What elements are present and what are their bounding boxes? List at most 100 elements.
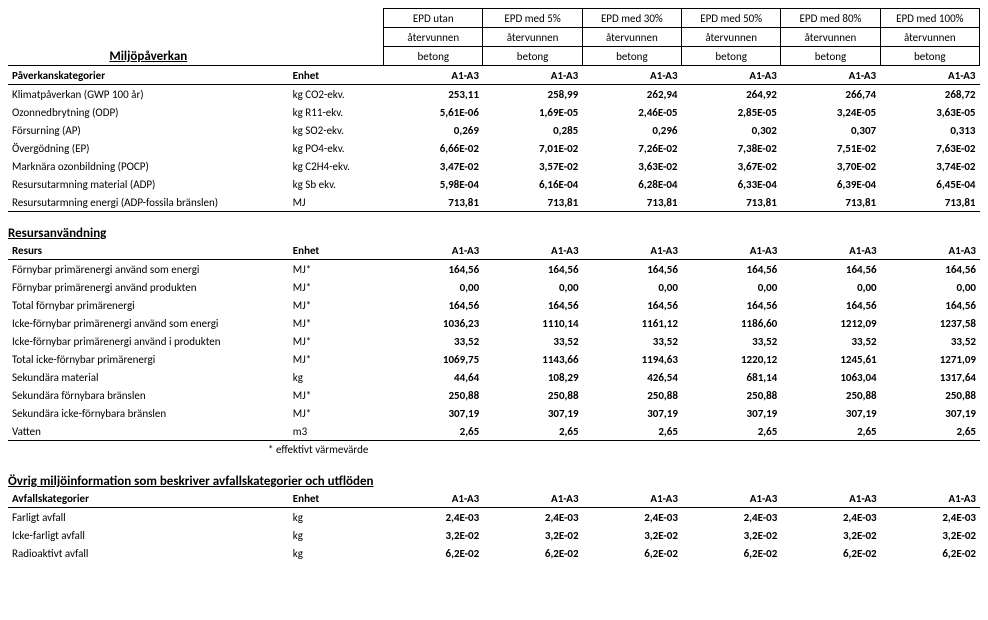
category-header: Resurs xyxy=(8,241,289,260)
row-value: 713,81 xyxy=(384,193,483,212)
table-row: Icke-förnybar primärenergi använd i prod… xyxy=(8,332,980,350)
stage-header: A1-A3 xyxy=(384,66,483,85)
row-value: 268,72 xyxy=(880,85,979,104)
row-value: 307,19 xyxy=(781,404,880,422)
section2-note: * effektivt värmevärde xyxy=(8,443,980,456)
section1-title: Miljöpåverkan xyxy=(8,47,289,66)
row-value: 33,52 xyxy=(384,332,483,350)
category-header: Avfallskategorier xyxy=(8,489,289,508)
stage-header: A1-A3 xyxy=(583,241,682,260)
row-unit: kg C2H4-ekv. xyxy=(289,157,384,175)
column-header: återvunnen xyxy=(384,28,483,47)
row-value: 713,81 xyxy=(880,193,979,212)
row-value: 2,4E-03 xyxy=(583,508,682,527)
stage-header: A1-A3 xyxy=(682,241,781,260)
row-value: 2,4E-03 xyxy=(881,508,980,527)
row-unit: kg R11-ekv. xyxy=(289,103,384,121)
row-value: 2,85E-05 xyxy=(682,103,781,121)
stage-header: A1-A3 xyxy=(781,241,880,260)
stage-header: A1-A3 xyxy=(881,241,980,260)
row-value: 6,28E-04 xyxy=(582,175,681,193)
row-value: 3,67E-02 xyxy=(682,157,781,175)
row-value: 307,19 xyxy=(583,404,682,422)
table-row: Total förnybar primärenergiMJ*164,56164,… xyxy=(8,296,980,314)
row-unit: MJ* xyxy=(289,314,384,332)
row-value: 2,4E-03 xyxy=(384,508,483,527)
column-header: återvunnen xyxy=(781,28,880,47)
stage-header: A1-A3 xyxy=(483,66,582,85)
row-unit: kg xyxy=(289,368,384,386)
row-value: 6,33E-04 xyxy=(682,175,781,193)
table-row: Förnybar primärenergi använd produktenMJ… xyxy=(8,278,980,296)
waste-table: AvfallskategorierEnhetA1-A3A1-A3A1-A3A1-… xyxy=(8,489,980,562)
row-value: 164,56 xyxy=(682,260,781,279)
stage-header: A1-A3 xyxy=(582,66,681,85)
row-label: Resursutarmning energi (ADP-fossila brän… xyxy=(8,193,289,212)
row-label: Övergödning (EP) xyxy=(8,139,289,157)
row-value: 164,56 xyxy=(781,260,880,279)
column-header: betong xyxy=(682,47,781,66)
row-value: 2,65 xyxy=(881,422,980,441)
row-label: Total icke-förnybar primärenergi xyxy=(8,350,289,368)
row-value: 6,2E-02 xyxy=(881,544,980,562)
row-value: 250,88 xyxy=(881,386,980,404)
row-value: 2,65 xyxy=(583,422,682,441)
table-row: Resursutarmning energi (ADP-fossila brän… xyxy=(8,193,980,212)
row-value: 2,65 xyxy=(682,422,781,441)
row-value: 164,56 xyxy=(483,296,582,314)
row-value: 0,00 xyxy=(384,278,483,296)
column-header: betong xyxy=(483,47,582,66)
row-value: 426,54 xyxy=(583,368,682,386)
row-value: 164,56 xyxy=(881,260,980,279)
row-value: 0,302 xyxy=(682,121,781,139)
row-value: 0,307 xyxy=(781,121,880,139)
row-value: 0,296 xyxy=(582,121,681,139)
row-unit: m3 xyxy=(289,422,384,441)
row-value: 6,39E-04 xyxy=(781,175,880,193)
table-row: Vattenm32,652,652,652,652,652,65 xyxy=(8,422,980,441)
row-label: Icke-förnybar primärenergi använd i prod… xyxy=(8,332,289,350)
row-value: 307,19 xyxy=(881,404,980,422)
row-unit: MJ* xyxy=(289,386,384,404)
row-value: 6,45E-04 xyxy=(880,175,979,193)
row-value: 1271,09 xyxy=(881,350,980,368)
row-value: 164,56 xyxy=(384,296,483,314)
row-value: 6,2E-02 xyxy=(682,544,781,562)
table-row: Förnybar primärenergi använd som energiM… xyxy=(8,260,980,279)
row-value: 33,52 xyxy=(682,332,781,350)
category-header: Påverkanskategorier xyxy=(8,66,289,85)
row-value: 3,63E-02 xyxy=(582,157,681,175)
row-label: Förnybar primärenergi använd produkten xyxy=(8,278,289,296)
table-row: Radioaktivt avfallkg6,2E-026,2E-026,2E-0… xyxy=(8,544,980,562)
row-unit: kg xyxy=(289,544,384,562)
row-unit: kg xyxy=(289,508,384,527)
column-header: betong xyxy=(781,47,880,66)
row-value: 164,56 xyxy=(781,296,880,314)
table-row: Resursutarmning material (ADP)kg Sb ekv.… xyxy=(8,175,980,193)
row-label: Resursutarmning material (ADP) xyxy=(8,175,289,193)
row-value: 1036,23 xyxy=(384,314,483,332)
table-row: Övergödning (EP)kg PO4-ekv.6,66E-027,01E… xyxy=(8,139,980,157)
column-header: återvunnen xyxy=(682,28,781,47)
table-row: Sekundära förnybara bränslenMJ*250,88250… xyxy=(8,386,980,404)
row-label: Sekundära förnybara bränslen xyxy=(8,386,289,404)
row-value: 164,56 xyxy=(483,260,582,279)
row-value: 1186,60 xyxy=(682,314,781,332)
column-header: återvunnen xyxy=(483,28,582,47)
row-value: 262,94 xyxy=(582,85,681,104)
row-value: 0,285 xyxy=(483,121,582,139)
unit-header: Enhet xyxy=(289,489,384,508)
row-value: 7,01E-02 xyxy=(483,139,582,157)
row-value: 253,11 xyxy=(384,85,483,104)
row-value: 1069,75 xyxy=(384,350,483,368)
row-unit: MJ* xyxy=(289,260,384,279)
row-unit: MJ* xyxy=(289,278,384,296)
row-value: 1237,58 xyxy=(881,314,980,332)
row-value: 3,2E-02 xyxy=(384,526,483,544)
row-value: 7,38E-02 xyxy=(682,139,781,157)
table-row: Ozonnedbrytning (ODP)kg R11-ekv.5,61E-06… xyxy=(8,103,980,121)
row-label: Icke-förnybar primärenergi använd som en… xyxy=(8,314,289,332)
row-value: 307,19 xyxy=(384,404,483,422)
table-row: Icke-förnybar primärenergi använd som en… xyxy=(8,314,980,332)
row-value: 164,56 xyxy=(384,260,483,279)
